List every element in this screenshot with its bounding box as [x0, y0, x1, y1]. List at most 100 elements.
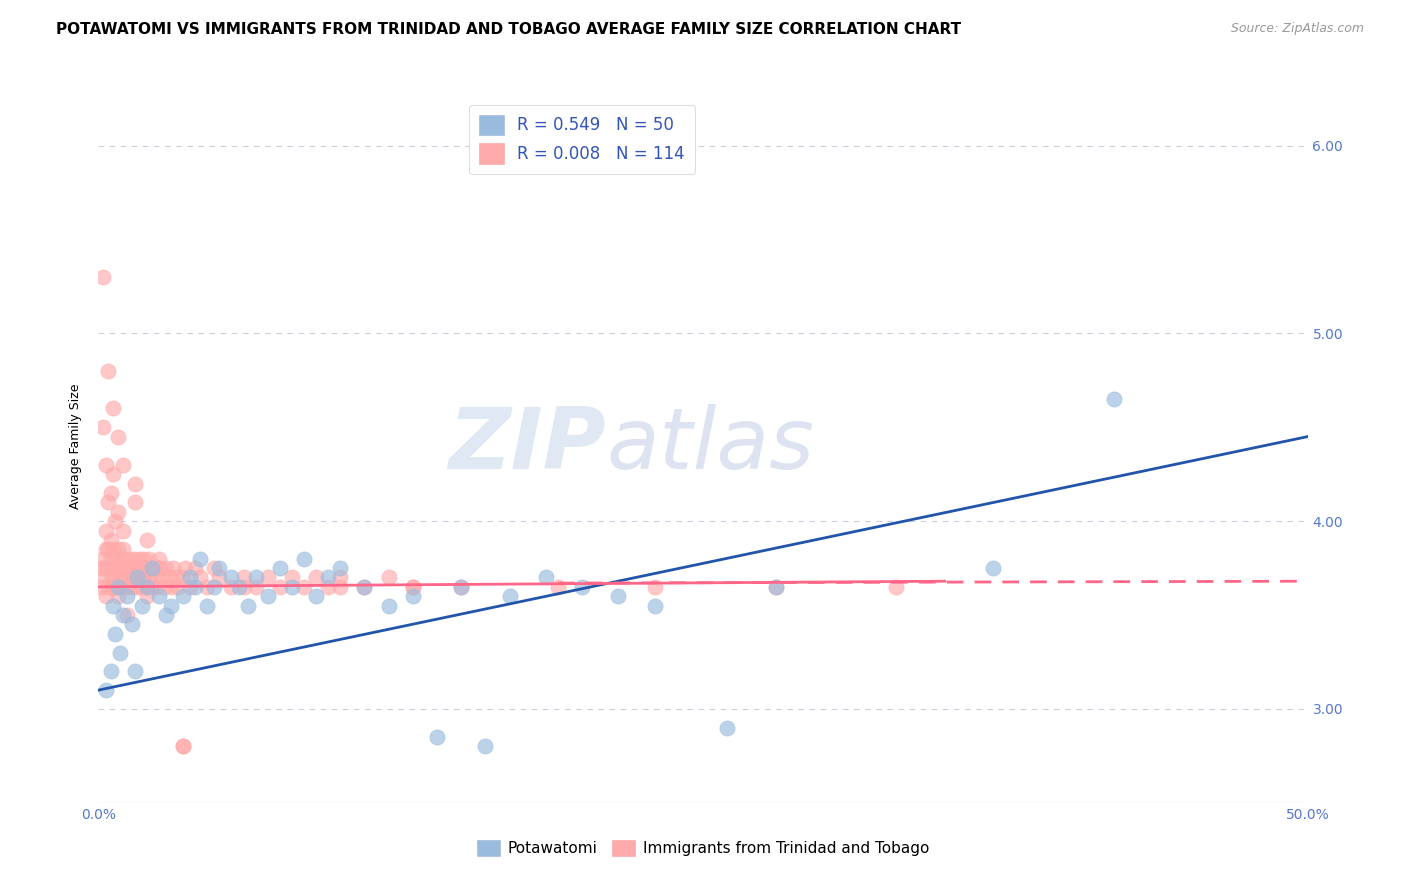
Point: [316, 570, 339, 584]
Point: [111, 561, 134, 575]
Point: [100, 533, 122, 547]
Point: [148, 589, 170, 603]
Point: [148, 551, 170, 566]
Point: [111, 524, 134, 538]
Point: [160, 580, 183, 594]
Point: [124, 551, 146, 566]
Point: [117, 561, 139, 575]
Point: [353, 580, 375, 594]
Point: [141, 580, 163, 594]
Point: [104, 551, 127, 566]
Point: [135, 580, 157, 594]
Point: [184, 561, 207, 575]
Point: [377, 570, 399, 584]
Point: [107, 429, 129, 443]
Point: [135, 589, 157, 603]
Point: [765, 580, 787, 594]
Point: [135, 561, 157, 575]
Point: [195, 599, 218, 613]
Point: [104, 627, 127, 641]
Point: [94, 542, 117, 557]
Point: [765, 580, 787, 594]
Point: [94, 683, 117, 698]
Point: [114, 570, 136, 584]
Point: [450, 580, 472, 594]
Point: [100, 665, 122, 679]
Point: [644, 580, 666, 594]
Point: [148, 561, 170, 575]
Point: [94, 458, 117, 472]
Point: [281, 580, 304, 594]
Point: [124, 476, 146, 491]
Point: [111, 607, 134, 622]
Point: [97, 542, 120, 557]
Point: [118, 570, 141, 584]
Point: [353, 580, 375, 594]
Point: [305, 570, 328, 584]
Point: [143, 570, 166, 584]
Point: [134, 551, 156, 566]
Point: [134, 570, 156, 584]
Point: [128, 551, 150, 566]
Point: [135, 580, 157, 594]
Point: [111, 542, 134, 557]
Point: [100, 486, 122, 500]
Point: [179, 570, 201, 584]
Point: [167, 580, 190, 594]
Point: [107, 580, 129, 594]
Point: [97, 580, 120, 594]
Point: [121, 580, 143, 594]
Point: [172, 589, 194, 603]
Point: [204, 561, 226, 575]
Point: [184, 580, 207, 594]
Point: [316, 580, 339, 594]
Point: [174, 561, 197, 575]
Point: [124, 570, 146, 584]
Point: [172, 739, 194, 754]
Point: [152, 580, 174, 594]
Point: [141, 561, 163, 575]
Point: [97, 561, 120, 575]
Point: [94, 561, 117, 575]
Point: [644, 599, 666, 613]
Point: [91, 551, 114, 566]
Point: [179, 580, 201, 594]
Point: [188, 570, 211, 584]
Text: atlas: atlas: [606, 404, 814, 488]
Text: Source: ZipAtlas.com: Source: ZipAtlas.com: [1230, 22, 1364, 36]
Point: [238, 599, 260, 613]
Point: [232, 580, 254, 594]
Point: [104, 570, 127, 584]
Point: [118, 551, 141, 566]
Point: [1102, 392, 1125, 406]
Point: [232, 570, 254, 584]
Point: [204, 580, 226, 594]
Point: [221, 570, 243, 584]
Point: [329, 561, 352, 575]
Point: [245, 580, 267, 594]
Point: [138, 551, 160, 566]
Point: [571, 580, 593, 594]
Point: [150, 570, 173, 584]
Point: [121, 617, 143, 632]
Point: [121, 561, 143, 575]
Point: [138, 570, 160, 584]
Point: [165, 570, 187, 584]
Point: [124, 665, 146, 679]
Legend: R = 0.549   N = 50, R = 0.008   N = 114: R = 0.549 N = 50, R = 0.008 N = 114: [470, 104, 695, 174]
Point: [195, 580, 218, 594]
Point: [117, 580, 139, 594]
Point: [256, 589, 278, 603]
Point: [101, 467, 124, 482]
Point: [716, 721, 738, 735]
Point: [269, 561, 291, 575]
Point: [402, 580, 425, 594]
Point: [329, 570, 352, 584]
Y-axis label: Average Family Size: Average Family Size: [69, 384, 83, 508]
Point: [221, 580, 243, 594]
Point: [256, 570, 278, 584]
Point: [107, 561, 129, 575]
Point: [269, 580, 291, 594]
Point: [101, 599, 124, 613]
Point: [292, 551, 315, 566]
